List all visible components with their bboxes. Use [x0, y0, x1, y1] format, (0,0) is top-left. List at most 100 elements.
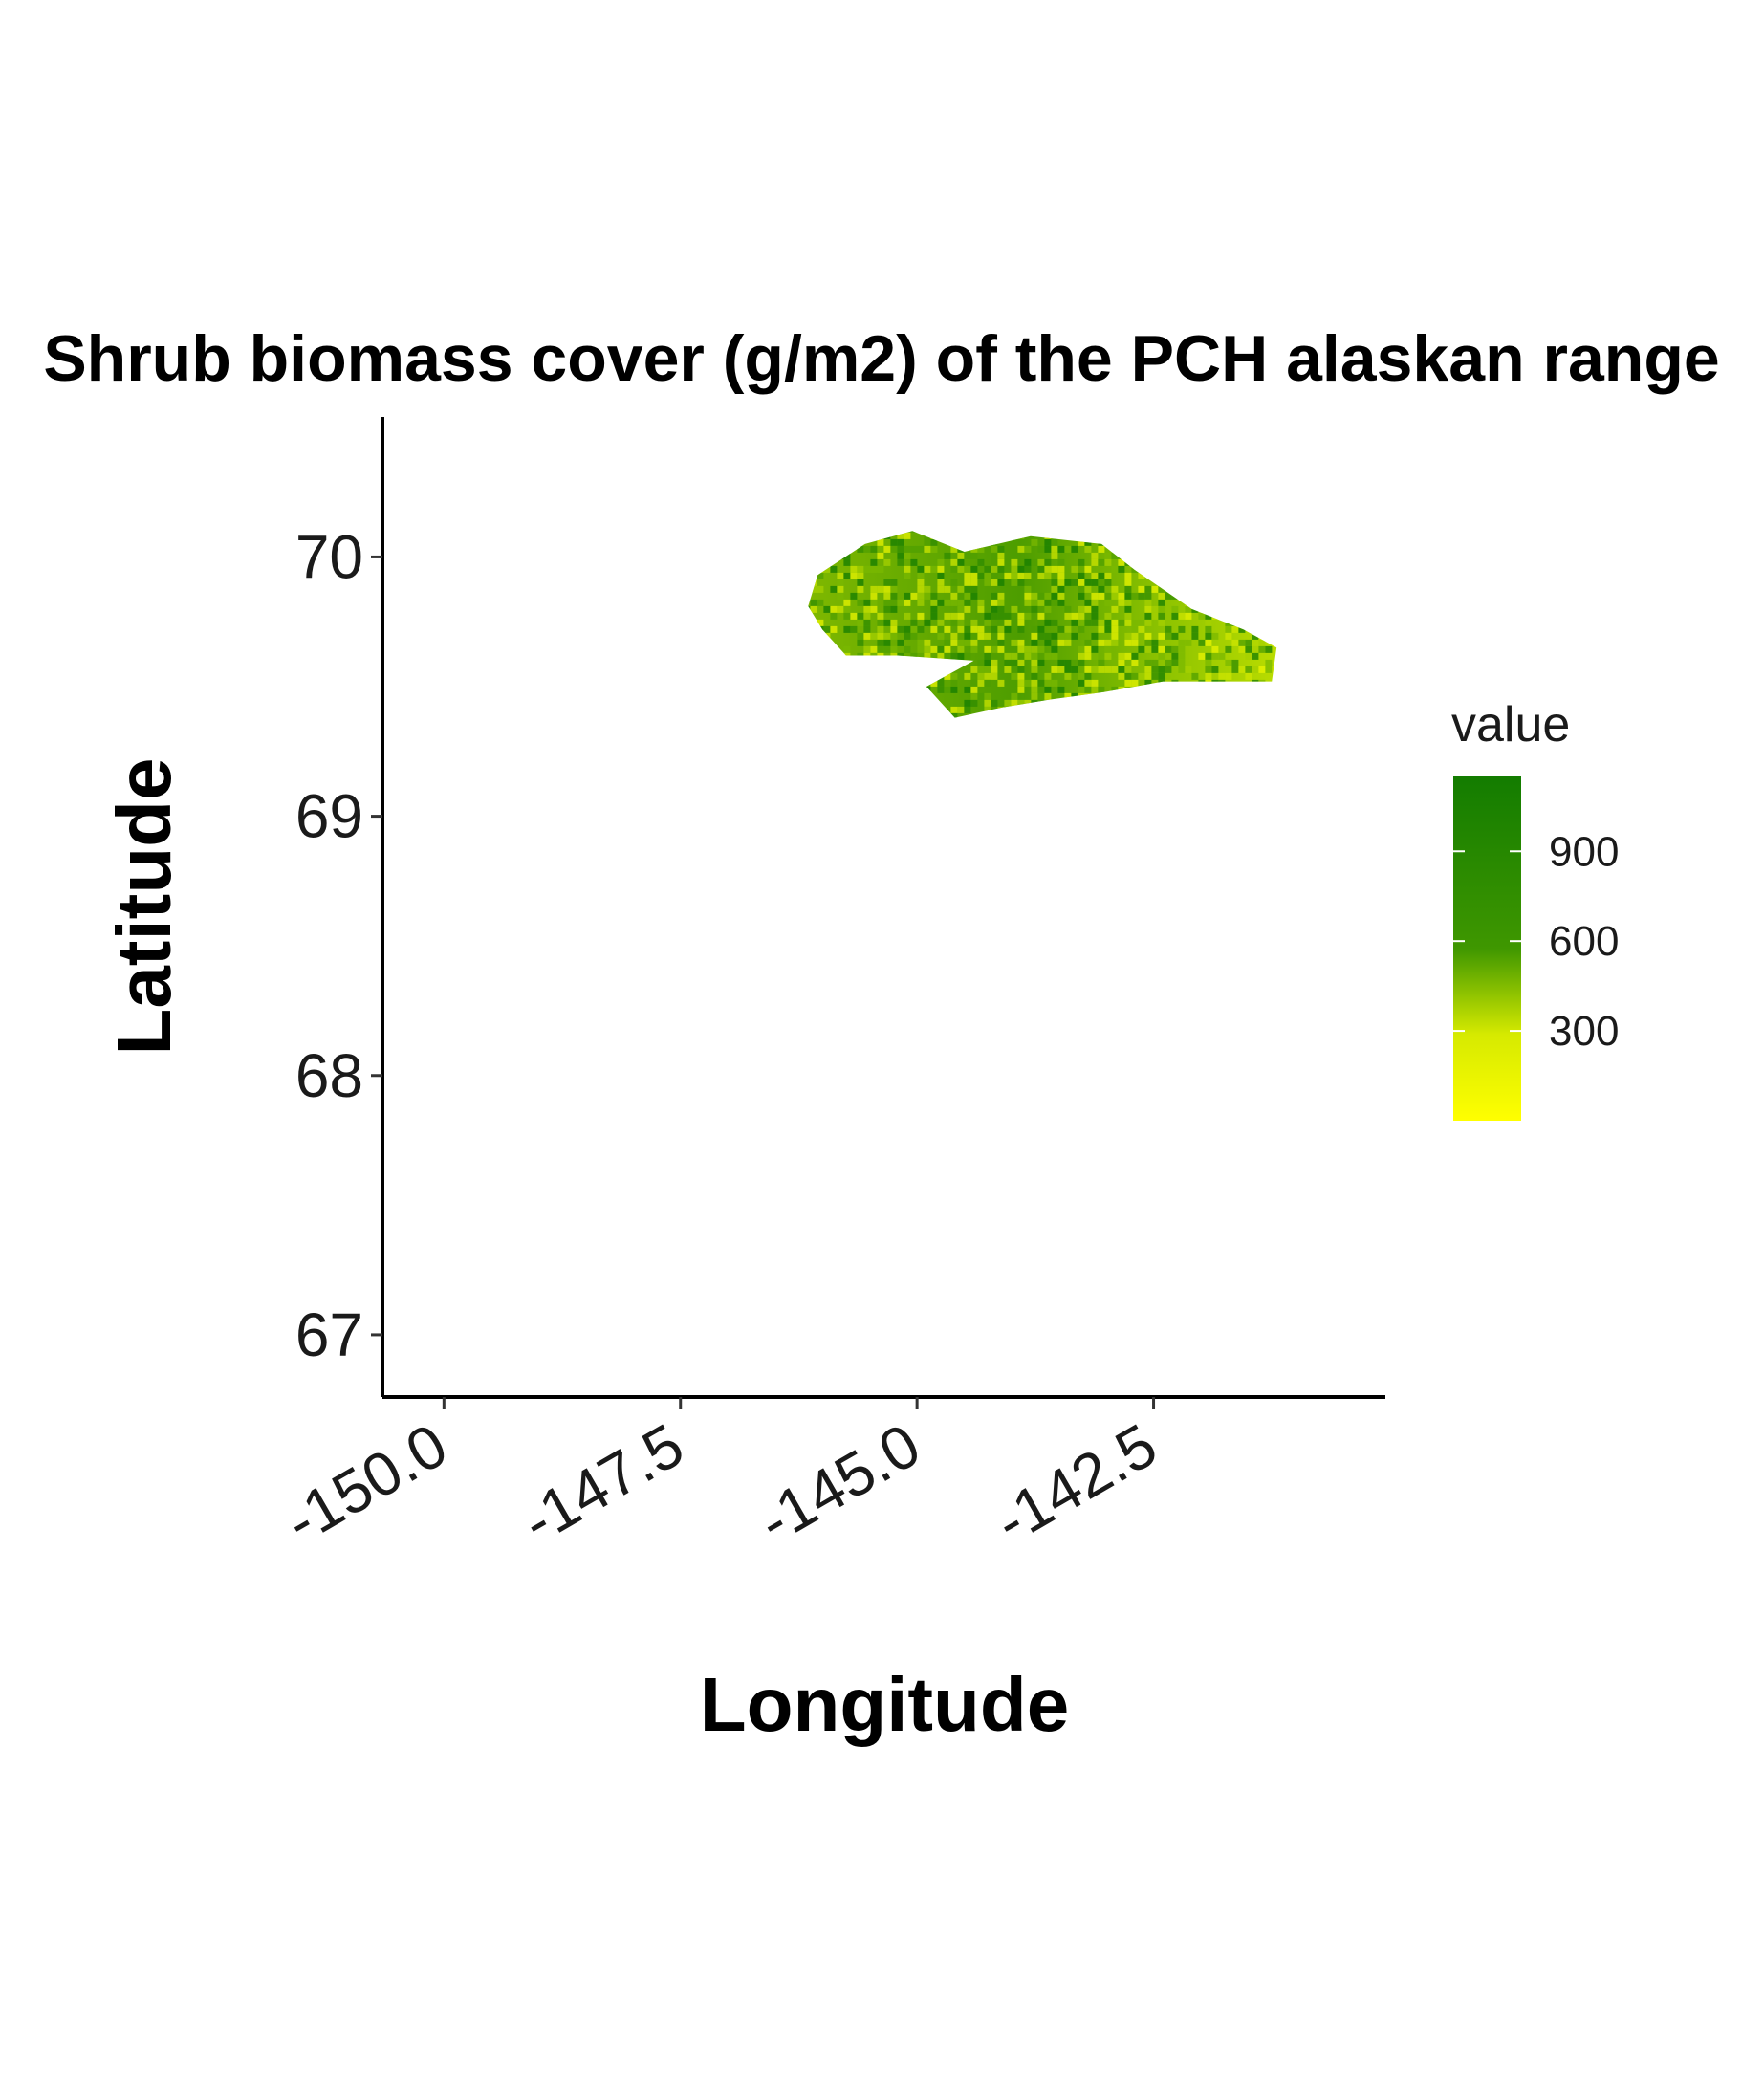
- raster-cell: [957, 639, 965, 646]
- raster-cell: [1265, 706, 1273, 713]
- raster-cell: [823, 531, 831, 533]
- raster-cell: [1258, 532, 1266, 539]
- x-tick-label: -145.0: [747, 1410, 931, 1557]
- raster-cell: [1071, 619, 1078, 626]
- raster-cell: [917, 666, 925, 673]
- raster-cell: [890, 592, 898, 600]
- raster-cell: [950, 632, 958, 640]
- raster-cell: [1285, 687, 1292, 693]
- raster-cell: [950, 545, 958, 553]
- raster-cell: [1124, 666, 1132, 673]
- raster-cell: [1185, 686, 1192, 693]
- raster-cell: [877, 585, 884, 593]
- raster-cell: [1131, 632, 1139, 640]
- raster-cell: [1044, 632, 1052, 640]
- raster-cell: [1138, 692, 1145, 700]
- raster-cell: [1124, 572, 1132, 579]
- raster-cell: [1151, 538, 1159, 546]
- raster-cell: [910, 545, 918, 553]
- raster-cell: [1124, 545, 1132, 553]
- raster-cell: [1044, 605, 1052, 613]
- raster-cell: [984, 692, 991, 700]
- raster-cell: [950, 531, 958, 533]
- raster-cell: [1084, 666, 1092, 673]
- raster-cell: [1044, 639, 1052, 646]
- raster-cell: [1211, 652, 1219, 660]
- raster-cell: [1071, 579, 1078, 586]
- raster-cell: [1091, 652, 1099, 660]
- raster-cell: [883, 599, 891, 606]
- raster-cell: [810, 706, 817, 713]
- raster-cell: [970, 592, 978, 600]
- raster-cell: [1131, 672, 1139, 680]
- raster-cell: [997, 552, 1005, 559]
- raster-cell: [1011, 558, 1018, 566]
- raster-cell: [1252, 565, 1259, 573]
- raster-cell: [1231, 545, 1239, 553]
- raster-cell: [1051, 645, 1058, 653]
- raster-cell: [1031, 538, 1038, 546]
- raster-cell: [904, 645, 911, 653]
- raster-cell: [1272, 552, 1277, 559]
- raster-cell: [810, 632, 817, 640]
- raster-cell: [1078, 538, 1085, 546]
- raster-cell: [1017, 706, 1025, 713]
- raster-cell: [997, 712, 1005, 718]
- raster-cell: [1091, 686, 1099, 693]
- raster-cell: [1218, 639, 1226, 646]
- raster-cell: [957, 565, 965, 573]
- raster-cell: [1205, 652, 1212, 660]
- raster-cell: [1225, 552, 1232, 559]
- raster-cell: [991, 565, 998, 573]
- raster-cell: [1178, 699, 1186, 707]
- raster-cell: [1191, 692, 1199, 700]
- raster-cell: [1165, 632, 1172, 640]
- raster-cell: [1211, 666, 1219, 673]
- raster-cell: [924, 652, 931, 660]
- raster-cell: [1004, 652, 1012, 660]
- raster-cell: [808, 538, 811, 546]
- raster-cell: [1171, 652, 1179, 660]
- raster-cell: [830, 538, 838, 546]
- raster-cell: [883, 619, 891, 626]
- raster-cell: [1191, 625, 1199, 633]
- raster-cell: [1131, 565, 1139, 573]
- raster-cell: [863, 720, 870, 727]
- raster-cell: [843, 699, 851, 707]
- raster-cell: [910, 558, 918, 566]
- raster-cell: [1084, 612, 1092, 620]
- raster-cell: [843, 659, 851, 666]
- raster-cell: [1091, 692, 1099, 700]
- raster-cell: [1031, 686, 1038, 693]
- raster-cell: [1144, 605, 1152, 613]
- raster-cell: [1252, 531, 1259, 533]
- raster-cell: [1078, 686, 1085, 693]
- raster-cell: [817, 545, 824, 553]
- raster-cell: [1031, 625, 1038, 633]
- raster-cell: [1272, 666, 1277, 673]
- raster-cell: [1272, 692, 1277, 700]
- raster-cell: [1071, 699, 1078, 707]
- raster-cell: [1071, 612, 1078, 620]
- raster-cell: [924, 532, 931, 539]
- raster-cell: [1024, 572, 1032, 579]
- raster-cell: [937, 599, 945, 606]
- raster-cell: [1285, 559, 1292, 566]
- raster-cell: [964, 652, 971, 660]
- raster-cell: [1091, 632, 1099, 640]
- raster-cell: [1104, 538, 1112, 546]
- raster-cell: [1198, 639, 1206, 646]
- raster-cell: [1078, 679, 1085, 687]
- raster-cell: [1171, 632, 1179, 640]
- raster-cell: [830, 585, 838, 593]
- raster-cell: [904, 666, 911, 673]
- raster-cell: [1178, 712, 1186, 718]
- raster-cell: [1225, 686, 1232, 693]
- raster-cell: [1272, 686, 1277, 693]
- raster-cell: [944, 532, 951, 539]
- raster-cell: [817, 552, 824, 559]
- raster-cell: [843, 545, 851, 553]
- raster-cell: [950, 686, 958, 693]
- raster-cell: [1185, 545, 1192, 553]
- raster-cell: [1124, 558, 1132, 566]
